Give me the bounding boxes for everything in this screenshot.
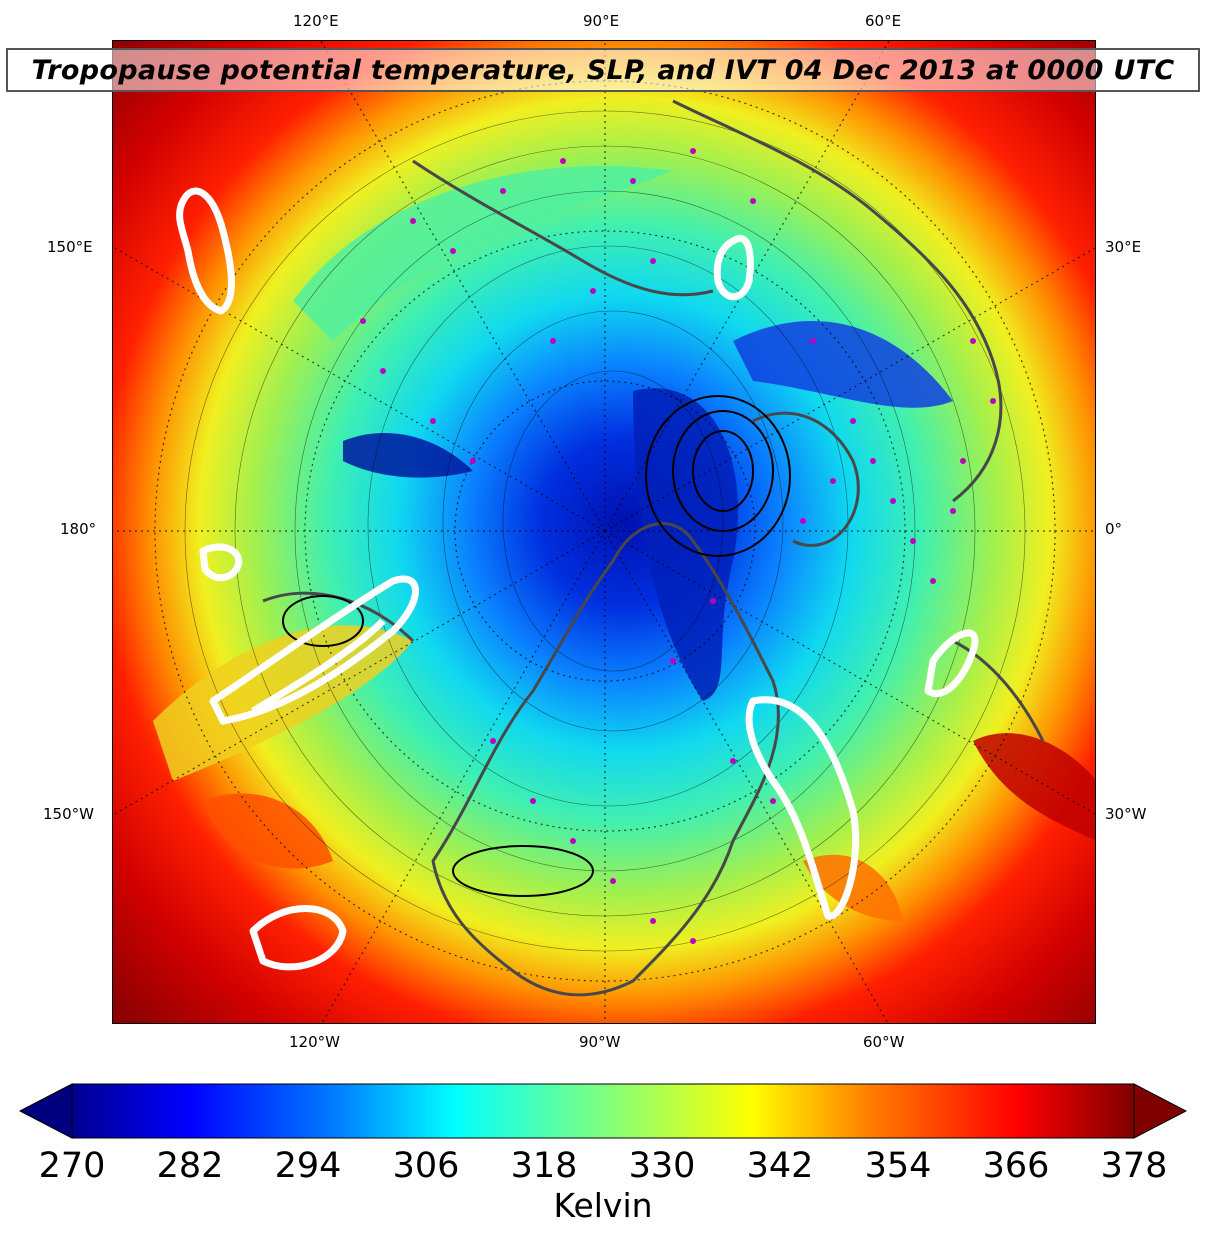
colorbar-tick-354: 354 [864,1146,932,1186]
colorbar-tick-306: 306 [392,1146,460,1186]
colorbar-extend-high [1133,1083,1188,1139]
lon-label-top-120e: 120°E [293,12,339,30]
title-box: Tropopause potential temperature, SLP, a… [6,48,1200,92]
colorbar-tick-330: 330 [628,1146,696,1186]
station-markers [360,148,996,944]
lon-label-left-150e: 150°E [47,238,93,256]
lon-label-bottom-60w: 60°W [863,1033,905,1051]
colorbar-tick-378: 378 [1100,1146,1168,1186]
lon-label-left-150w: 150°W [43,805,94,823]
chart-title: Tropopause potential temperature, SLP, a… [31,54,1175,86]
lon-label-right-30w: 30°W [1105,805,1147,823]
lon-label-left-180: 180° [60,520,97,538]
colorbar-body [71,1083,1135,1139]
colorbar-tick-342: 342 [746,1146,814,1186]
colorbar-tick-366: 366 [982,1146,1050,1186]
colorbar-tick-270: 270 [38,1146,106,1186]
polar-map-svg [113,41,1095,1023]
lon-label-bottom-90w: 90°W [579,1033,621,1051]
slp-contours [282,395,791,897]
theta-contours [184,110,1026,952]
map-panel [112,40,1096,1024]
colorbar-label: Kelvin [553,1186,653,1225]
lon-label-right-0: 0° [1105,520,1123,538]
colorbar-tick-294: 294 [274,1146,342,1186]
colorbar-tick-282: 282 [156,1146,224,1186]
lon-label-top-90e: 90°E [583,12,620,30]
lon-label-right-30e: 30°E [1105,238,1142,256]
colorbar-extend-low [18,1083,73,1139]
colorbar-tick-318: 318 [510,1146,578,1186]
lon-label-top-60e: 60°E [865,12,902,30]
colorbar [18,1083,1188,1139]
lon-label-bottom-120w: 120°W [289,1033,340,1051]
ivt-contours [176,187,979,971]
